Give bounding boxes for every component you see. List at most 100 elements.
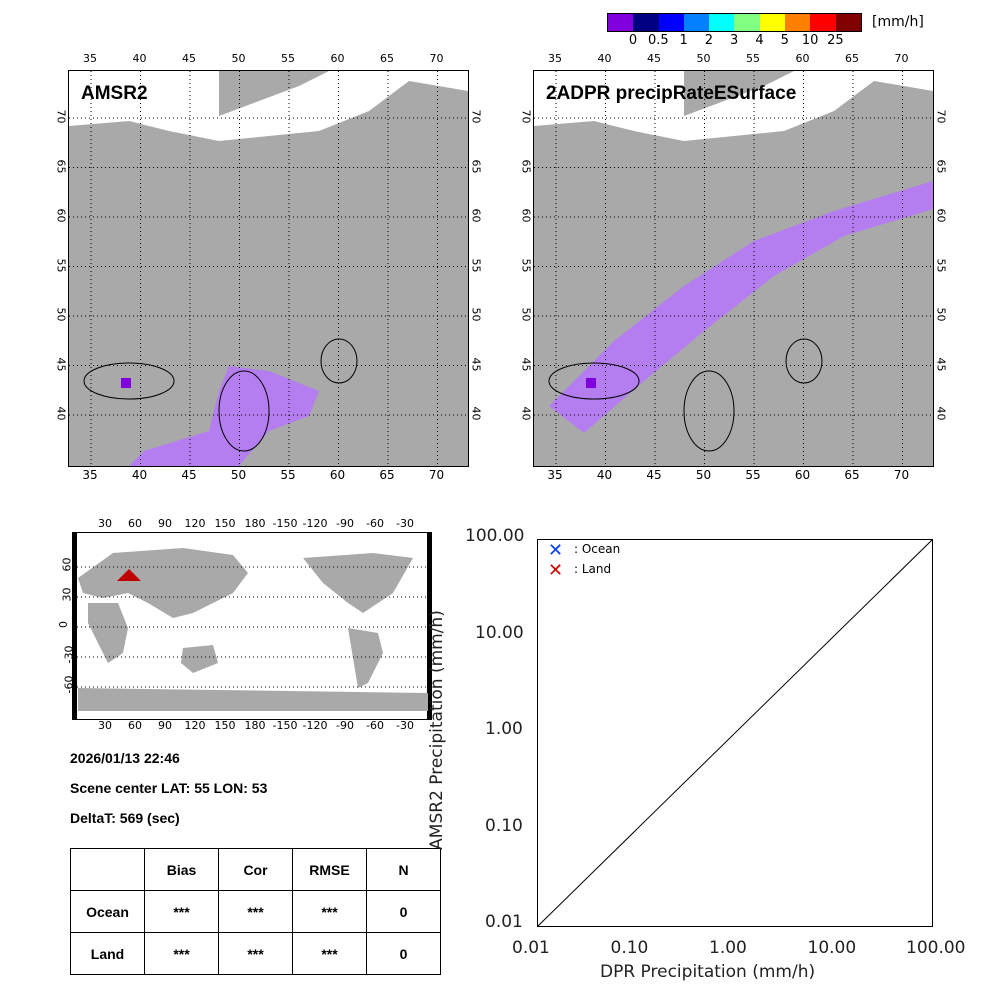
colorbar-swatch: [709, 14, 735, 31]
lat-tick-right: 55: [934, 258, 948, 272]
lon-tick-top: 55: [281, 52, 295, 65]
lon-tick-top: 70: [894, 52, 909, 65]
world-lon-tick-top: 30: [98, 517, 112, 530]
world-lon-tick-top: -60: [366, 517, 384, 530]
colorbar-swatch: [658, 14, 684, 31]
world-lon-tick-top: -150: [272, 517, 298, 530]
world-lat-tick: -60: [62, 675, 76, 694]
colorbar-label: 10: [801, 33, 819, 48]
lon-tick-bottom: 45: [646, 468, 662, 482]
lat-tick-left: 70: [519, 109, 533, 124]
colorbar-label: 2: [704, 33, 714, 48]
map-title: AMSR2: [81, 83, 148, 104]
table-row: Ocean *** *** *** 0: [70, 890, 441, 933]
lon-tick-bottom: 60: [794, 468, 811, 482]
y-tick: 0.01: [485, 912, 523, 932]
lat-tick-left: 55: [519, 258, 533, 272]
world-map: [72, 532, 432, 720]
map-title: 2ADPR precipRateESurface: [546, 83, 797, 104]
legend-land: : Land: [574, 562, 612, 576]
lat-tick-right: 50: [469, 307, 483, 322]
land-marker-icon: ✕: [548, 560, 564, 581]
world-lon-tick-bottom: 180: [244, 719, 266, 732]
delta-t: DeltaT: 569 (sec): [70, 810, 180, 826]
lat-tick-left: 50: [519, 307, 533, 322]
lon-tick-top: 35: [548, 52, 562, 65]
lon-tick-bottom: 70: [428, 468, 445, 482]
world-lon-tick-top: 120: [184, 517, 206, 530]
world-lon-tick-top: -120: [302, 517, 328, 530]
world-lat-tick: 0: [57, 621, 70, 628]
lon-tick-bottom: 55: [280, 468, 296, 482]
colorbar-swatch: [734, 14, 760, 31]
x-tick: 1.00: [709, 938, 747, 958]
lon-tick-bottom: 70: [893, 468, 910, 482]
colorbar-swatch: [683, 14, 710, 31]
lat-tick-right: 60: [934, 208, 948, 223]
lat-tick-right: 45: [934, 357, 948, 371]
colorbar-label: 0.5: [647, 33, 669, 48]
lon-tick-top: 70: [429, 52, 444, 65]
lon-tick-top: 40: [597, 52, 612, 65]
world-lon-tick-bottom: -90: [336, 719, 354, 732]
colorbar-label: 4: [755, 33, 764, 48]
table-row: Land *** *** *** 0: [70, 932, 441, 975]
lon-tick-top: 50: [231, 52, 246, 65]
y-tick: 100.00: [465, 526, 525, 546]
lat-tick-left: 65: [519, 159, 533, 173]
legend-ocean: : Ocean: [574, 542, 621, 556]
lat-tick-right: 45: [469, 357, 483, 371]
world-lat-tick: -30: [62, 645, 76, 664]
world-lon-tick-top: -90: [336, 517, 354, 530]
table-header-row: Bias Cor RMSE N: [70, 848, 441, 891]
lat-tick-right: 70: [469, 109, 483, 124]
lat-tick-right: 55: [469, 258, 483, 272]
world-lon-tick-bottom: 60: [128, 719, 142, 732]
world-lon-tick-bottom: 150: [214, 719, 236, 732]
world-lon-tick-top: 60: [128, 517, 142, 530]
x-tick: 0.01: [512, 938, 550, 958]
lat-tick-right: 40: [469, 406, 483, 421]
world-lon-tick-top: 150: [214, 517, 236, 530]
lat-tick-right: 50: [934, 307, 948, 322]
colorbar-label: 3: [730, 33, 739, 48]
lon-tick-top: 40: [132, 52, 147, 65]
colorbar-label: 25: [827, 33, 844, 48]
lat-tick-right: 60: [469, 208, 483, 223]
lon-tick-bottom: 35: [547, 468, 563, 482]
y-tick: 1.00: [485, 719, 523, 739]
colorbar-label: 5: [780, 33, 789, 48]
colorbar-swatch: [633, 14, 659, 31]
world-lon-tick-bottom: -60: [366, 719, 384, 732]
lat-tick-left: 40: [519, 406, 533, 421]
world-lat-tick: 30: [60, 587, 74, 602]
lat-tick-left: 70: [54, 109, 68, 124]
lon-tick-top: 65: [380, 52, 394, 65]
x-tick: 100.00: [906, 938, 966, 958]
scatter-plot: ✕ : Ocean ✕ : Land: [537, 539, 933, 927]
y-tick: 10.00: [475, 622, 524, 643]
lat-tick-left: 65: [54, 159, 68, 173]
world-lon-tick-top: -30: [396, 517, 414, 530]
colorbar-swatch: [608, 14, 634, 31]
colorbar-label: 1: [679, 33, 688, 48]
colorbar-swatch: [810, 14, 836, 31]
lon-tick-bottom: 65: [379, 468, 395, 482]
world-lon-tick-bottom: -150: [272, 719, 298, 732]
colorbar-unit: [mm/h]: [872, 14, 924, 30]
scene-location-marker: [117, 569, 141, 581]
world-lon-tick-bottom: -30: [396, 719, 414, 732]
colorbar: [607, 13, 862, 32]
lat-tick-left: 50: [54, 307, 68, 322]
world-lon-tick-bottom: 30: [98, 719, 112, 732]
lon-tick-bottom: 40: [131, 468, 148, 482]
colorbar-swatch: [835, 14, 861, 31]
ocean-marker-icon: ✕: [548, 540, 564, 561]
y-tick: 0.10: [485, 815, 523, 836]
lon-tick-bottom: 65: [844, 468, 860, 482]
colorbar-swatch: [785, 14, 811, 31]
lat-tick-right: 65: [934, 159, 948, 173]
one-to-one-line: [538, 540, 932, 926]
world-lat-tick: 60: [60, 557, 74, 572]
lat-tick-right: 70: [934, 109, 948, 124]
